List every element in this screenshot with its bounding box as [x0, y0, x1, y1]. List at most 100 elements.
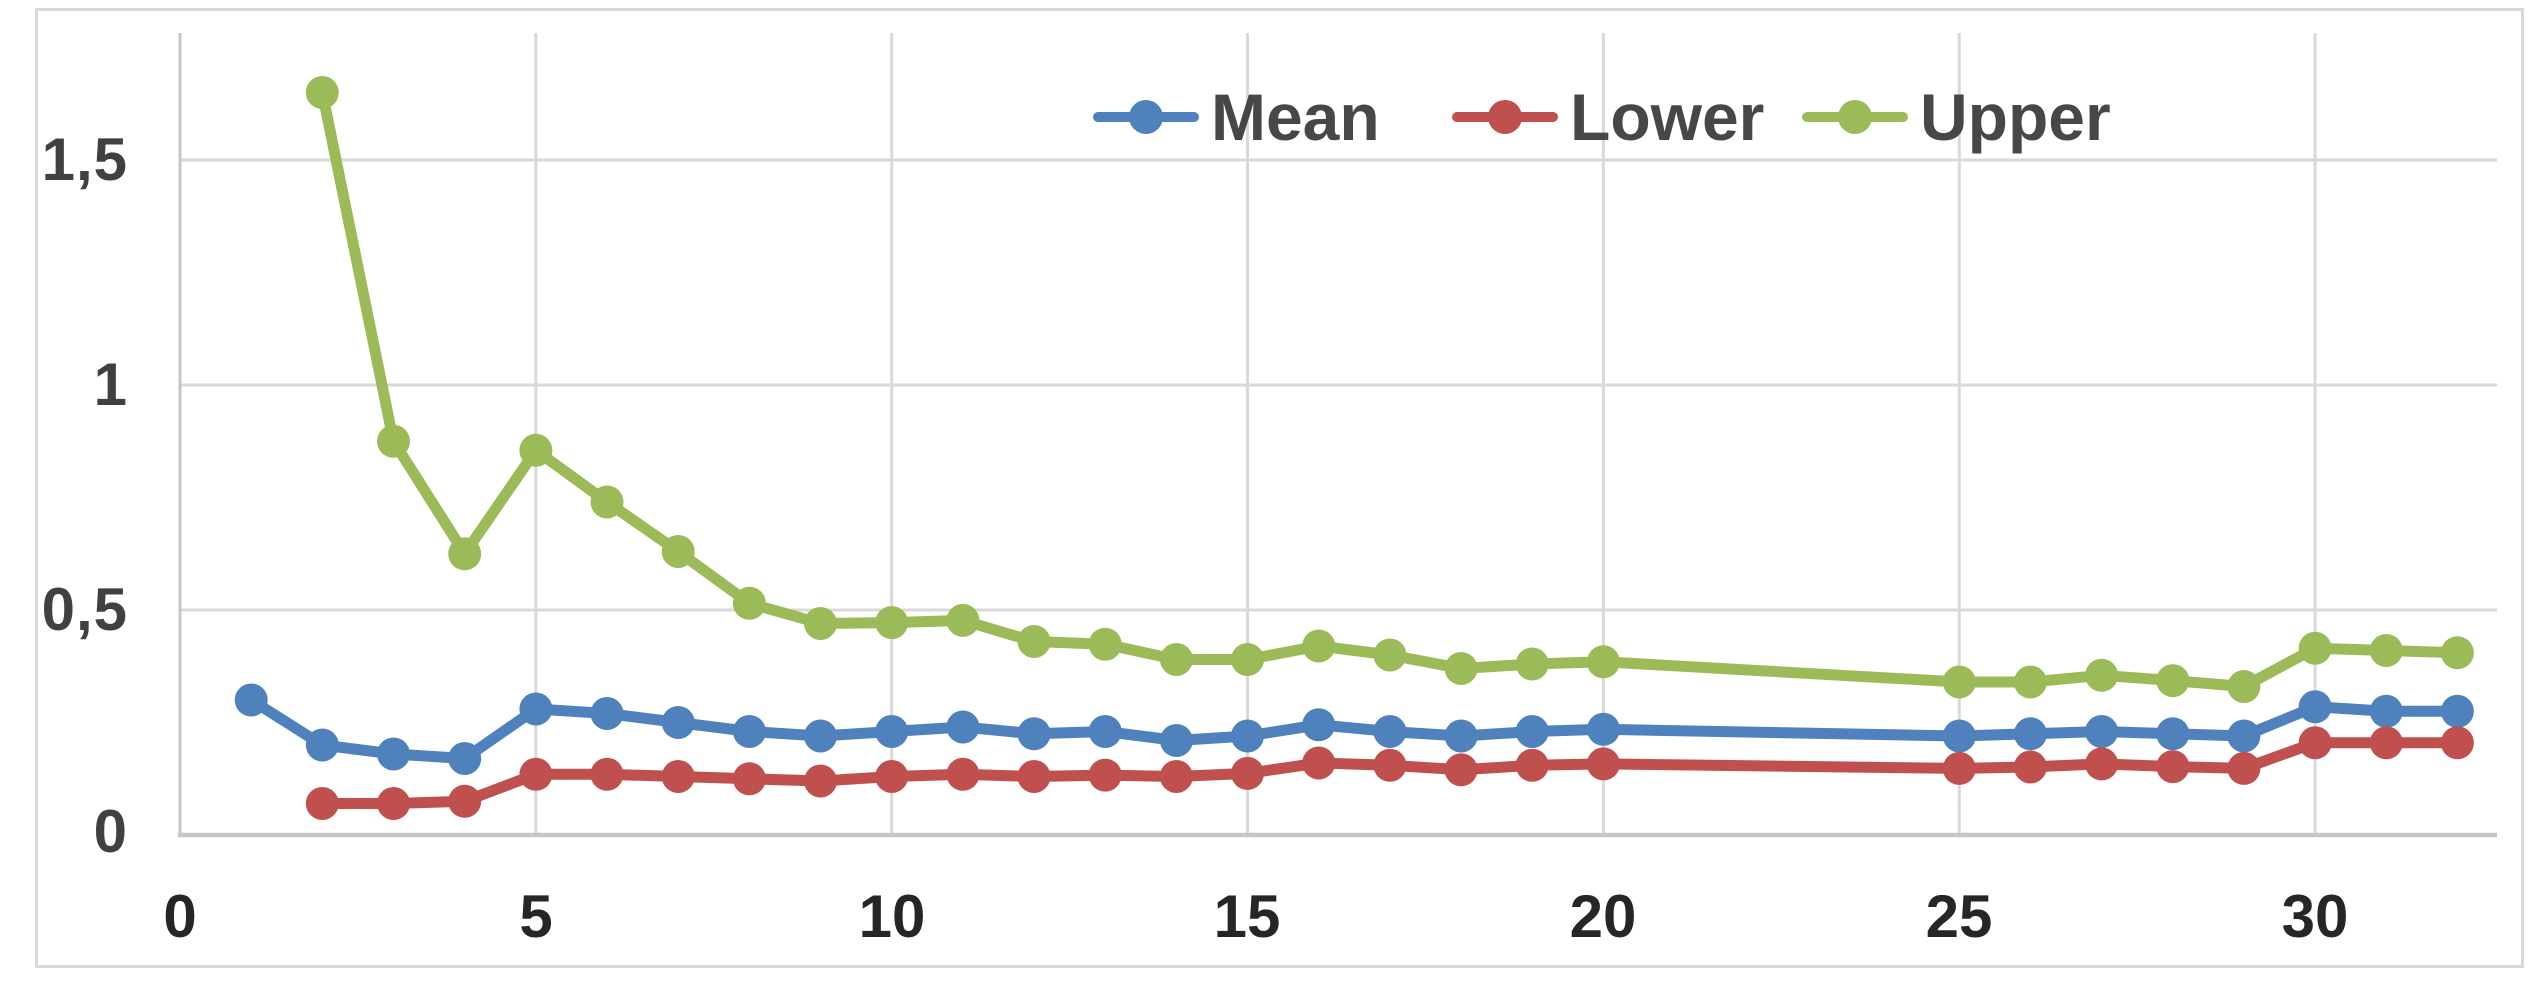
data-point-lower-x29[interactable] [2227, 751, 2261, 785]
data-point-upper-x14[interactable] [1159, 643, 1193, 676]
data-point-lower-x3[interactable] [377, 787, 410, 820]
legend-label-upper: Upper [1920, 80, 2111, 154]
data-point-mean-x11[interactable] [946, 710, 980, 744]
data-point-lower-x10[interactable] [875, 760, 909, 793]
data-point-mean-x5[interactable] [519, 692, 553, 726]
data-point-lower-x11[interactable] [946, 757, 980, 791]
data-point-upper-x15[interactable] [1231, 643, 1264, 676]
data-point-upper-x28[interactable] [2156, 664, 2190, 698]
data-point-lower-x14[interactable] [1159, 760, 1193, 793]
data-point-upper-x32[interactable] [2440, 636, 2474, 670]
legend-item-upper[interactable]: Upper [1802, 82, 2111, 152]
data-point-mean-x3[interactable] [377, 737, 410, 771]
legend-item-lower[interactable]: Lower [1452, 82, 1764, 152]
x-tick-15: 15 [1213, 883, 1281, 950]
data-point-mean-x27[interactable] [2085, 715, 2119, 748]
data-point-lower-x25[interactable] [1942, 751, 1976, 785]
data-point-upper-x26[interactable] [2013, 665, 2047, 699]
data-point-lower-x15[interactable] [1231, 756, 1264, 790]
data-point-upper-x20[interactable] [1586, 645, 1620, 679]
data-point-lower-x26[interactable] [2013, 750, 2047, 784]
data-point-mean-x15[interactable] [1231, 719, 1264, 753]
data-point-upper-x18[interactable] [1444, 652, 1478, 685]
data-point-lower-x12[interactable] [1017, 760, 1051, 793]
data-point-upper-x30[interactable] [2298, 631, 2332, 665]
legend-marker-mean-icon [1093, 82, 1199, 152]
data-point-upper-x4[interactable] [448, 537, 482, 571]
data-point-mean-x8[interactable] [732, 715, 766, 748]
data-point-lower-x19[interactable] [1515, 748, 1549, 782]
data-point-lower-x13[interactable] [1088, 758, 1122, 792]
data-point-lower-x27[interactable] [2085, 747, 2119, 781]
data-point-mean-x6[interactable] [590, 697, 624, 730]
data-point-mean-x13[interactable] [1088, 715, 1122, 748]
x-tick-10: 10 [858, 883, 926, 950]
data-point-mean-x19[interactable] [1515, 715, 1549, 748]
legend-marker-lower-icon [1452, 82, 1558, 152]
figure-border [35, 8, 2524, 968]
data-point-mean-x25[interactable] [1942, 719, 1976, 753]
data-point-mean-x16[interactable] [1302, 708, 1336, 742]
y-tick-0: 0 [93, 798, 128, 865]
data-point-upper-x29[interactable] [2227, 670, 2261, 703]
data-point-lower-x17[interactable] [1373, 748, 1407, 782]
data-point-mean-x4[interactable] [448, 742, 482, 775]
data-point-upper-x2[interactable] [305, 76, 339, 109]
series-line-mean[interactable] [245, 694, 2463, 764]
data-point-lower-x6[interactable] [590, 757, 624, 791]
data-point-upper-x25[interactable] [1942, 665, 1976, 699]
data-point-mean-x30[interactable] [2298, 690, 2332, 724]
data-point-mean-x31[interactable] [2369, 694, 2403, 728]
data-point-upper-x11[interactable] [946, 603, 980, 637]
data-point-upper-x9[interactable] [804, 607, 837, 640]
data-point-upper-x12[interactable] [1017, 625, 1051, 658]
data-point-upper-x19[interactable] [1515, 647, 1549, 681]
data-point-upper-x5[interactable] [519, 433, 553, 467]
data-point-lower-x18[interactable] [1444, 753, 1478, 787]
data-point-upper-x27[interactable] [2085, 658, 2119, 692]
legend-dot-mean [1129, 100, 1163, 134]
data-point-upper-x7[interactable] [661, 535, 695, 568]
legend-label-mean: Mean [1211, 80, 1380, 154]
series-line-upper[interactable] [316, 87, 2463, 692]
data-point-mean-x12[interactable] [1017, 717, 1051, 751]
data-point-mean-x17[interactable] [1373, 715, 1407, 748]
legend-label-lower: Lower [1570, 80, 1765, 154]
data-point-lower-x9[interactable] [804, 764, 837, 798]
data-point-lower-x20[interactable] [1586, 747, 1620, 781]
data-point-mean-x32[interactable] [2440, 694, 2474, 728]
data-point-upper-x10[interactable] [875, 606, 909, 640]
data-point-mean-x2[interactable] [305, 728, 339, 762]
data-point-lower-x2[interactable] [305, 787, 339, 820]
data-point-lower-x28[interactable] [2156, 750, 2190, 784]
data-point-upper-x17[interactable] [1373, 638, 1407, 672]
data-point-upper-x13[interactable] [1088, 627, 1122, 661]
data-point-lower-x5[interactable] [519, 757, 553, 791]
data-point-lower-x30[interactable] [2298, 726, 2332, 760]
data-point-upper-x31[interactable] [2369, 634, 2403, 667]
data-point-mean-x1[interactable] [234, 683, 268, 717]
data-point-lower-x4[interactable] [448, 784, 482, 818]
legend-item-mean[interactable]: Mean [1093, 82, 1380, 152]
data-point-mean-x10[interactable] [875, 715, 909, 748]
data-point-upper-x16[interactable] [1302, 629, 1336, 663]
data-point-mean-x20[interactable] [1586, 712, 1620, 746]
data-point-mean-x26[interactable] [2013, 717, 2047, 751]
data-point-lower-x8[interactable] [732, 762, 766, 796]
data-point-mean-x9[interactable] [804, 719, 837, 753]
data-point-upper-x6[interactable] [590, 485, 624, 519]
y-tick-1-5: 1,5 [41, 126, 128, 193]
data-point-upper-x8[interactable] [732, 586, 766, 620]
data-point-mean-x28[interactable] [2156, 717, 2190, 751]
data-point-mean-x14[interactable] [1159, 724, 1193, 757]
data-point-lower-x7[interactable] [661, 760, 695, 793]
data-point-lower-x16[interactable] [1302, 746, 1336, 780]
data-point-mean-x18[interactable] [1444, 719, 1478, 753]
data-point-lower-x32[interactable] [2440, 726, 2474, 760]
data-point-mean-x29[interactable] [2227, 719, 2261, 753]
data-point-upper-x3[interactable] [377, 424, 410, 458]
x-tick-30: 30 [2281, 883, 2349, 950]
data-point-mean-x7[interactable] [661, 706, 695, 739]
data-point-lower-x31[interactable] [2369, 726, 2403, 760]
